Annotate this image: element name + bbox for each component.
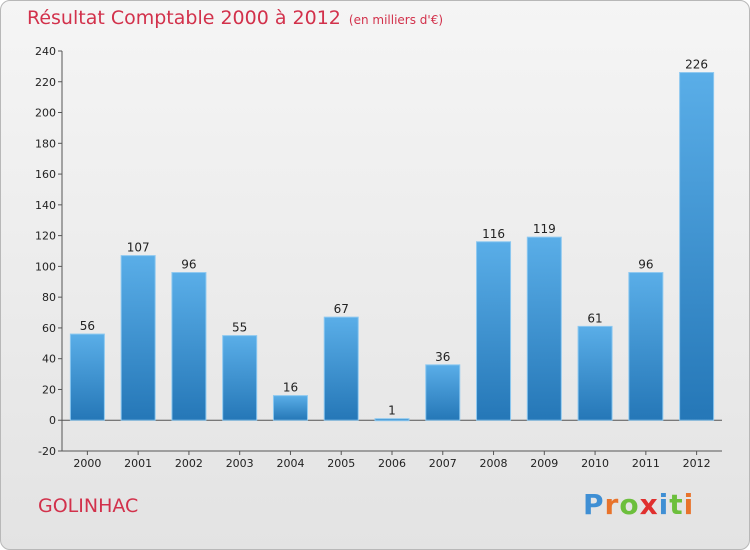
- logo-letter: t: [669, 488, 684, 521]
- chart-title-text: Résultat Comptable 2000 à 2012: [27, 7, 341, 29]
- bar: [69, 333, 105, 421]
- y-tick-label: 60: [42, 322, 56, 335]
- x-tick-label: 2002: [175, 457, 203, 470]
- bar-value-label: 67: [334, 302, 349, 316]
- proxiti-logo: Proxiti: [583, 488, 694, 521]
- bar-value-label: 36: [435, 350, 450, 364]
- bar: [374, 418, 410, 422]
- x-tick-label: 2005: [327, 457, 355, 470]
- chart-title: Résultat Comptable 2000 à 2012 (en millie…: [27, 7, 443, 29]
- chart-subtitle: (en milliers d'€): [348, 13, 444, 27]
- y-tick-label: 180: [35, 137, 56, 150]
- y-tick-label: 140: [35, 199, 56, 212]
- bar-value-label: 55: [232, 321, 247, 335]
- y-tick-label: 40: [42, 353, 56, 366]
- logo-letter: x: [639, 488, 659, 521]
- bar: [323, 316, 359, 421]
- logo-letter: i: [683, 488, 695, 521]
- bar-value-label: 96: [638, 258, 653, 272]
- x-tick-label: 2011: [632, 457, 660, 470]
- x-tick-label: 2001: [124, 457, 152, 470]
- x-tick-label: 2012: [683, 457, 711, 470]
- bar-value-label: 56: [80, 319, 95, 333]
- bar: [476, 241, 512, 421]
- bar-value-label: 119: [533, 222, 556, 236]
- y-tick-label: 200: [35, 107, 56, 120]
- place-name: GOLINHAC: [38, 495, 139, 517]
- bar: [526, 236, 562, 421]
- y-tick-label: -20: [38, 445, 56, 458]
- bar-value-label: 16: [283, 381, 298, 395]
- logo-letter: o: [619, 488, 640, 521]
- y-tick-label: 20: [42, 383, 56, 396]
- bar: [425, 364, 461, 421]
- logo-letter: i: [658, 488, 670, 521]
- bar-value-label: 116: [482, 227, 505, 241]
- x-tick-label: 2010: [581, 457, 609, 470]
- x-tick-label: 2006: [378, 457, 406, 470]
- logo-letter: r: [604, 488, 620, 521]
- y-tick-label: 0: [49, 414, 56, 427]
- bar-value-label: 61: [587, 311, 602, 325]
- y-tick-label: 80: [42, 291, 56, 304]
- y-tick-label: 120: [35, 230, 56, 243]
- y-tick-label: 100: [35, 260, 56, 273]
- y-tick-label: 160: [35, 168, 56, 181]
- y-tick-label: 240: [35, 45, 56, 58]
- bar-value-label: 226: [685, 58, 708, 72]
- x-tick-label: 2008: [480, 457, 508, 470]
- x-tick-label: 2003: [226, 457, 254, 470]
- bar: [679, 72, 715, 421]
- bar-value-label: 1: [388, 404, 396, 418]
- bar: [222, 335, 258, 421]
- bar: [628, 272, 664, 421]
- bar: [120, 255, 156, 421]
- bar-value-label: 107: [127, 241, 150, 255]
- bar: [272, 395, 308, 421]
- y-tick-label: 220: [35, 76, 56, 89]
- x-tick-label: 2004: [276, 457, 304, 470]
- logo-letter: P: [583, 488, 605, 521]
- x-tick-label: 2009: [530, 457, 558, 470]
- bar-value-label: 96: [181, 258, 196, 272]
- x-tick-label: 2000: [73, 457, 101, 470]
- bar: [171, 272, 207, 421]
- bar: [577, 325, 613, 421]
- x-tick-label: 2007: [429, 457, 457, 470]
